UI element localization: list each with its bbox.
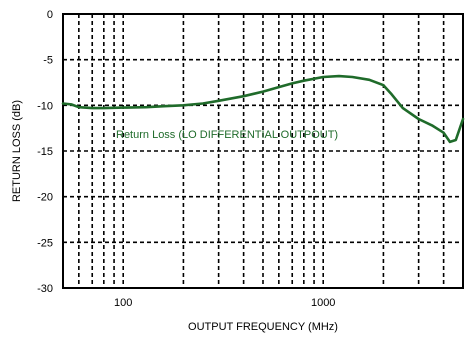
y-axis-ticks: 0 -5 -10 -15 -20 -25 -30 (37, 9, 53, 295)
series-line (61, 74, 465, 144)
y-tick-label: -5 (43, 55, 53, 67)
y-tick-label: -25 (37, 237, 53, 249)
x-tick-label: 1000 (311, 297, 335, 309)
y-tick-label: -10 (37, 100, 53, 112)
x-tick-label: 100 (114, 297, 132, 309)
x-axis-ticks: 100 1000 (114, 297, 335, 309)
y-tick-label: 0 (47, 9, 53, 21)
y-tick-label: -20 (37, 192, 53, 204)
y-axis-title: RETURN LOSS (dB) (11, 100, 23, 202)
x-axis-title: OUTPUT FREQUENCY (MHz) (188, 321, 338, 333)
plot-area-frame (62, 13, 464, 289)
y-tick-label: -30 (37, 283, 53, 295)
series-layer (61, 74, 465, 144)
y-tick-label: -15 (37, 146, 53, 158)
series-label: Return Loss (LO DIFFERENTIAL OUTPOUT) (116, 129, 338, 141)
grid-lines (63, 14, 463, 288)
